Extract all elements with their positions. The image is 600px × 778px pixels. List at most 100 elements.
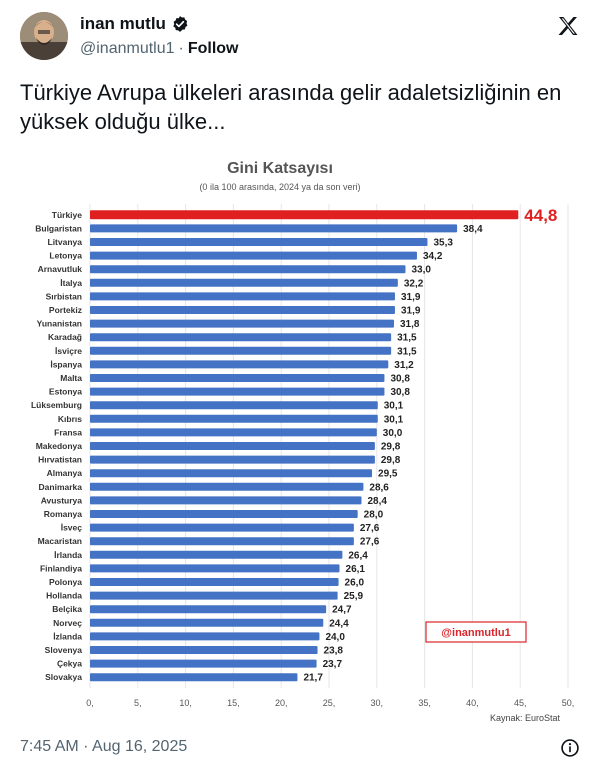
bar xyxy=(90,605,327,614)
category-label: Hırvatistan xyxy=(38,455,82,465)
category-label: Letonya xyxy=(49,251,82,261)
bar xyxy=(90,496,362,505)
value-label: 34,2 xyxy=(423,251,443,262)
chart-source: Kaynak: EuroStat xyxy=(490,713,561,723)
category-label: İspanya xyxy=(50,359,82,369)
chart-image[interactable]: Gini Katsayısı (0 ila 100 arasında, 2024… xyxy=(20,143,580,729)
value-label: 21,7 xyxy=(303,673,323,684)
category-label: Estonya xyxy=(49,387,82,397)
avatar[interactable] xyxy=(20,12,68,60)
category-label: Portekiz xyxy=(49,305,82,315)
watermark-box xyxy=(425,621,527,643)
x-axis: 0, 5, 10, 15, 20, 25, 30, 35, 40, 45, 50, xyxy=(86,698,574,708)
bar xyxy=(90,442,375,450)
value-label: 30,8 xyxy=(390,374,410,385)
value-label: 33,0 xyxy=(411,265,431,276)
follow-button[interactable]: Follow xyxy=(187,40,239,57)
gini-chart: Gini Katsayısı (0 ila 100 arasında, 2024… xyxy=(20,143,580,729)
value-label: 23,8 xyxy=(324,646,344,657)
bar xyxy=(90,646,318,654)
bar xyxy=(90,618,324,627)
value-label: 32,2 xyxy=(404,278,424,289)
category-label: Avusturya xyxy=(41,495,83,505)
category-label: Romanya xyxy=(44,509,83,519)
value-label: 31,2 xyxy=(394,360,414,371)
value-label: 26,0 xyxy=(345,578,365,589)
category-label: Bulgaristan xyxy=(35,223,82,233)
category-label: Macaristan xyxy=(38,536,82,546)
tweet-timestamp[interactable]: 7:45 AM · Aug 16, 2025 xyxy=(20,738,188,755)
bar xyxy=(90,469,373,478)
bar xyxy=(90,455,375,464)
value-label: 27,6 xyxy=(360,523,380,534)
avatar-image xyxy=(20,12,68,60)
category-label: Finlandiya xyxy=(40,563,82,573)
category-label: Almanya xyxy=(47,468,83,478)
value-label: 29,8 xyxy=(381,455,401,466)
category-label: Sırbistan xyxy=(46,291,82,301)
value-label: 29,5 xyxy=(378,469,398,480)
value-label: 29,8 xyxy=(381,442,401,453)
category-label: Makedonya xyxy=(36,441,83,451)
bar xyxy=(90,278,398,287)
value-label: 31,5 xyxy=(397,333,417,344)
bar xyxy=(90,319,395,328)
value-label: 23,7 xyxy=(323,659,343,670)
tweet-text: Türkiye Avrupa ülkeleri arasında gelir a… xyxy=(20,80,562,134)
value-label: 24,0 xyxy=(325,632,345,643)
value-label: 24,7 xyxy=(332,605,352,616)
bar xyxy=(90,306,395,314)
category-label: Polonya xyxy=(49,577,82,587)
chart-subtitle: (0 ila 100 arasında, 2024 ya da son veri… xyxy=(199,182,360,192)
bars: Türkiye 44,8 Bulgaristan 38,4 Litvanya 35,3 Le… xyxy=(31,206,557,684)
value-label: 26,1 xyxy=(346,564,366,575)
category-label: Danimarka xyxy=(39,482,83,492)
bar xyxy=(90,360,389,369)
display-name-row[interactable]: inan mutlu xyxy=(80,14,189,34)
display-name[interactable]: inan mutlu xyxy=(80,14,166,33)
value-label: 38,4 xyxy=(463,224,483,235)
bar xyxy=(90,632,320,641)
bar xyxy=(90,224,458,233)
bar xyxy=(90,550,343,559)
category-label: Yunanistan xyxy=(37,319,82,329)
bar xyxy=(90,482,364,491)
category-label: İtalya xyxy=(60,278,82,288)
handle[interactable]: @inanmutlu1 xyxy=(80,40,175,57)
bar xyxy=(90,210,519,220)
x-tick-label: 35, xyxy=(418,698,431,708)
category-label: Kıbrıs xyxy=(58,414,82,424)
value-label: 28,6 xyxy=(369,482,389,493)
value-label: 28,0 xyxy=(364,510,384,521)
info-icon[interactable] xyxy=(560,738,580,758)
x-tick-label: 25, xyxy=(323,698,336,708)
bar xyxy=(90,401,378,410)
x-tick-label: 15, xyxy=(227,698,240,708)
x-tick-label: 20, xyxy=(275,698,288,708)
bar xyxy=(90,523,354,532)
category-label: İzlanda xyxy=(53,631,82,641)
x-tick-label: 10, xyxy=(179,698,192,708)
category-label: Karadağ xyxy=(48,332,82,342)
value-label: 30,1 xyxy=(384,401,404,412)
bar xyxy=(90,333,392,342)
bar xyxy=(90,238,428,246)
bar xyxy=(90,537,354,546)
category-label: Slovakya xyxy=(45,672,82,682)
value-label: 25,9 xyxy=(344,591,364,602)
category-label: İrlanda xyxy=(54,550,82,560)
bar xyxy=(90,346,392,355)
category-label: Arnavutluk xyxy=(38,264,83,274)
value-label: 35,3 xyxy=(433,238,453,249)
x-logo-icon[interactable] xyxy=(556,14,580,38)
bar xyxy=(90,414,378,423)
bar xyxy=(90,292,395,301)
value-label: 27,6 xyxy=(360,537,380,548)
category-label: Belçika xyxy=(52,604,82,614)
bar xyxy=(90,673,298,682)
bar xyxy=(90,374,385,382)
bar xyxy=(90,251,417,260)
value-label: 31,8 xyxy=(400,319,420,330)
value-label: 31,5 xyxy=(397,346,417,357)
category-label: Çekya xyxy=(57,659,82,669)
